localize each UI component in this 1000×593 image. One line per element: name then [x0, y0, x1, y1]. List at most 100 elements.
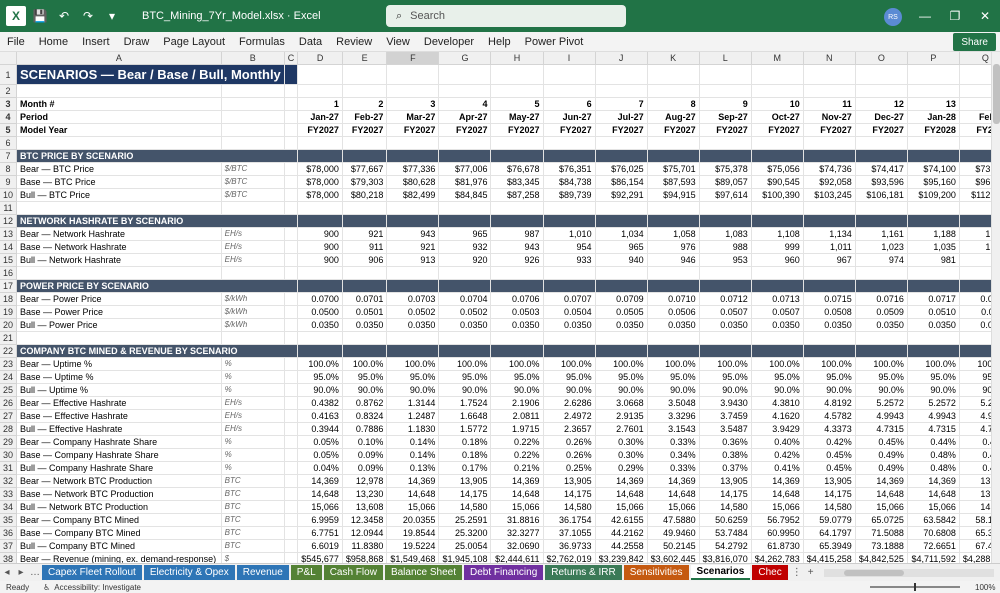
cell-empty[interactable]	[342, 201, 388, 215]
cell-c[interactable]	[284, 175, 299, 189]
cell-value[interactable]: 0.48%	[959, 448, 991, 462]
cell-value[interactable]: 0.29%	[595, 461, 648, 475]
row-unit[interactable]	[221, 97, 285, 111]
cell-value[interactable]: $89,739	[543, 188, 596, 202]
section-fill[interactable]	[386, 344, 440, 358]
cell-value[interactable]: $4,415,258	[803, 552, 856, 563]
cell-value[interactable]: 953	[699, 253, 752, 267]
row-number[interactable]: 20	[0, 318, 18, 332]
cell-value[interactable]: 14,648	[751, 487, 804, 501]
cell-value[interactable]: $4,711,592	[907, 552, 960, 563]
title-row-cell[interactable]	[543, 64, 596, 85]
spreadsheet-grid[interactable]: A B C D E F G H I J K L M N O P Q 1 SCENARIOS — Bear / Bas…	[0, 52, 991, 563]
cell-empty[interactable]	[16, 201, 222, 215]
cell-value[interactable]: 14,580	[438, 500, 492, 514]
cell-value[interactable]: 0.0350	[297, 318, 343, 332]
cell-c[interactable]	[284, 97, 299, 111]
column-header-a[interactable]: A	[16, 52, 222, 65]
cell-empty[interactable]	[595, 84, 648, 98]
cell-value[interactable]: 2.1906	[490, 396, 544, 410]
cell-value[interactable]: FY2027	[751, 123, 804, 137]
section-fill[interactable]	[342, 344, 388, 358]
section-fill[interactable]	[751, 149, 804, 163]
cell-value[interactable]: 63.5842	[907, 513, 960, 527]
cell-empty[interactable]	[907, 201, 960, 215]
share-button[interactable]: Share	[953, 33, 996, 51]
tab-scroll-left-icon[interactable]: ◂	[4, 567, 10, 578]
cell-value[interactable]: 2.6286	[543, 396, 596, 410]
cell-empty[interactable]	[221, 136, 285, 150]
cell-value[interactable]: 4.1620	[751, 409, 804, 423]
cell-value[interactable]: 0.0504	[543, 305, 596, 319]
cell-value[interactable]: 1,034	[595, 227, 648, 241]
section-fill[interactable]	[438, 214, 492, 228]
menu-view[interactable]: View	[386, 35, 410, 48]
cell-value[interactable]: 1,047	[959, 240, 991, 254]
cell-value[interactable]: 100.0%	[959, 357, 991, 371]
cell-value[interactable]: $4,262,783	[751, 552, 804, 563]
horizontal-scroll-thumb[interactable]	[843, 569, 904, 576]
cell-value[interactable]: $78,000	[297, 188, 343, 202]
cell-value[interactable]: 90.0%	[595, 383, 648, 397]
cell-value[interactable]: 100.0%	[490, 357, 544, 371]
cell-value[interactable]: 1,010	[543, 227, 596, 241]
cell-empty[interactable]	[386, 201, 440, 215]
cell-value[interactable]: Apr-27	[438, 110, 492, 124]
cell-value[interactable]: 4.3373	[803, 422, 856, 436]
cell-value[interactable]: 100.0%	[595, 357, 648, 371]
section-fill[interactable]	[803, 149, 856, 163]
cell-value[interactable]: 50.2145	[647, 539, 700, 553]
cell-empty[interactable]	[647, 266, 700, 280]
cell-value[interactable]: 0.0350	[647, 318, 700, 332]
section-fill[interactable]	[543, 279, 596, 293]
menu-data[interactable]: Data	[298, 35, 323, 48]
menu-review[interactable]: Review	[336, 35, 373, 48]
row-unit[interactable]: BTC	[221, 500, 285, 514]
row-label[interactable]: Bear — Company BTC Mined	[16, 513, 222, 527]
row-unit[interactable]: $	[221, 552, 285, 563]
cell-empty[interactable]	[490, 331, 544, 345]
cell-value[interactable]: 50.6259	[699, 513, 752, 527]
cell-value[interactable]: Dec-27	[855, 110, 908, 124]
cell-empty[interactable]	[699, 266, 752, 280]
title-row-cell[interactable]	[438, 64, 492, 85]
cell-empty[interactable]	[221, 266, 285, 280]
cell-value[interactable]: 19.8544	[386, 526, 440, 540]
select-all-corner[interactable]	[0, 52, 18, 65]
cell-value[interactable]: 5.2572	[907, 396, 960, 410]
cell-empty[interactable]	[907, 84, 960, 98]
cell-empty[interactable]	[959, 331, 991, 345]
row-label[interactable]: Base — Uptime %	[16, 370, 222, 384]
cell-empty[interactable]	[386, 331, 440, 345]
section-fill[interactable]	[490, 149, 544, 163]
cell-value[interactable]: 3.7459	[699, 409, 752, 423]
section-fill[interactable]	[490, 279, 544, 293]
row-number[interactable]: 33	[0, 487, 18, 501]
row-number[interactable]: 11	[0, 201, 18, 215]
section-fill[interactable]	[907, 344, 960, 358]
cell-value[interactable]: 0.48%	[907, 448, 960, 462]
cell-empty[interactable]	[647, 136, 700, 150]
cell-value[interactable]: FY2027	[342, 123, 388, 137]
cell-empty[interactable]	[595, 331, 648, 345]
sheet-tab-balance-sheet[interactable]: Balance Sheet	[384, 565, 462, 580]
section-fill[interactable]	[543, 344, 596, 358]
tab-scroll-right-icon[interactable]: ▸	[18, 567, 24, 578]
row-unit[interactable]: $/kWh	[221, 292, 285, 306]
row-unit[interactable]: %	[221, 448, 285, 462]
cell-value[interactable]: 0.09%	[342, 461, 388, 475]
cell-value[interactable]: 974	[855, 253, 908, 267]
cell-value[interactable]: 90.0%	[699, 383, 752, 397]
cell-value[interactable]: 0.34%	[647, 448, 700, 462]
cell-value[interactable]: FY2028	[959, 123, 991, 137]
cell-value[interactable]: 1,035	[907, 240, 960, 254]
row-label[interactable]: Base — BTC Price	[16, 175, 222, 189]
cell-value[interactable]: 14,369	[386, 474, 440, 488]
cell-value[interactable]: May-27	[490, 110, 544, 124]
cell-empty[interactable]	[595, 266, 648, 280]
column-header-j[interactable]: J	[595, 52, 648, 65]
cell-value[interactable]: FY2027	[647, 123, 700, 137]
sheet-tab-chec[interactable]: Chec	[752, 565, 788, 580]
cell-empty[interactable]	[342, 266, 388, 280]
cell-value[interactable]: 100.0%	[543, 357, 596, 371]
